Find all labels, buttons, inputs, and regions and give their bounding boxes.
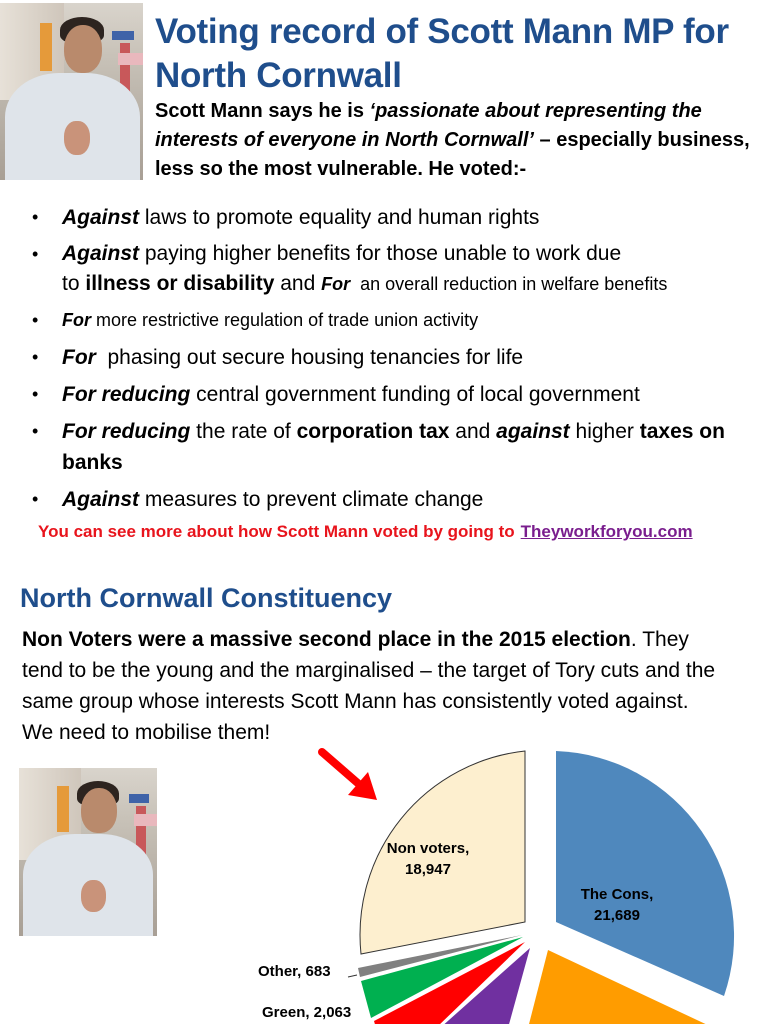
mp-photo-bottom bbox=[19, 768, 157, 936]
vote-text: to bbox=[62, 272, 86, 295]
vote-emphasis: illness or disability bbox=[85, 272, 275, 295]
intro-quote: ‘passionate about representing the inter… bbox=[155, 100, 702, 151]
slice-purple bbox=[444, 948, 530, 1024]
vote-stance: against bbox=[496, 420, 570, 443]
voting-record-list: Against laws to promote equality and hum… bbox=[30, 202, 760, 521]
vote-item: Against paying higher benefits for those… bbox=[30, 239, 760, 299]
vote-item: For reducing the rate of corporation tax… bbox=[30, 416, 760, 478]
vote-item: Against measures to prevent climate chan… bbox=[30, 484, 760, 515]
label-non-voters: Non voters, 18,947 bbox=[368, 838, 488, 880]
vote-item: For reducing central government funding … bbox=[30, 379, 760, 410]
vote-item: Against laws to promote equality and hum… bbox=[30, 202, 760, 233]
more-info-text: You can see more about how Scott Mann vo… bbox=[38, 522, 515, 541]
constituency-text: Non Voters were a massive second place i… bbox=[22, 624, 722, 748]
slice-other bbox=[358, 935, 522, 977]
vote-text: central government funding of local gove… bbox=[190, 383, 640, 406]
vote-text: the rate of bbox=[190, 420, 297, 443]
slice-cons bbox=[556, 751, 735, 996]
vote-text: paying higher benefits for those unable … bbox=[139, 242, 622, 265]
vote-text-line2: to illness or disability and For an over… bbox=[62, 269, 760, 299]
theyworkforyou-link[interactable]: Theyworkforyou.com bbox=[520, 522, 693, 541]
vote-item: For phasing out secure housing tenancies… bbox=[30, 342, 760, 373]
vote-stance: Against bbox=[62, 206, 140, 229]
vote-pie-chart: Non voters, 18,947 The Cons, 21,689 Othe… bbox=[240, 740, 768, 1024]
vote-item: For more restrictive regulation of trade… bbox=[30, 305, 760, 336]
slice-red bbox=[374, 942, 525, 1024]
vote-text: and bbox=[274, 272, 322, 295]
slice-label: The Cons, bbox=[580, 886, 654, 903]
more-info-line: You can see more about how Scott Mann vo… bbox=[38, 522, 693, 542]
slice-orange bbox=[529, 950, 706, 1024]
red-arrow-icon bbox=[318, 748, 377, 800]
headline-sentence: Non Voters were a massive second place i… bbox=[22, 628, 631, 651]
pie-svg bbox=[318, 748, 735, 1024]
body-text: They tend to be the young and the margin… bbox=[22, 628, 716, 744]
vote-stance: For bbox=[321, 274, 351, 294]
vote-stance: For reducing bbox=[62, 420, 191, 443]
vote-text: laws to promote equality and human right… bbox=[139, 206, 540, 229]
label-green: Green, 2,063 bbox=[262, 1004, 352, 1021]
vote-stance: Against bbox=[62, 488, 140, 511]
intro-suffix: – especially business, less so the most … bbox=[155, 129, 750, 180]
period: . bbox=[630, 628, 637, 651]
vote-stance: Against bbox=[62, 242, 140, 265]
intro-text: Scott Mann says he is ‘passionate about … bbox=[155, 97, 765, 184]
label-other: Other, 683 bbox=[258, 963, 331, 980]
vote-text: higher bbox=[569, 420, 640, 443]
label-cons: The Cons, 21,689 bbox=[562, 884, 672, 926]
intro-prefix: Scott Mann says he is bbox=[155, 100, 370, 122]
slice-green bbox=[361, 937, 523, 1018]
section-title: North Cornwall Constituency bbox=[20, 583, 393, 613]
vote-text: more restrictive regulation of trade uni… bbox=[91, 310, 479, 330]
vote-text: phasing out secure housing tenancies for… bbox=[95, 346, 524, 369]
vote-text: an overall reduction in welfare benefits bbox=[350, 274, 668, 294]
vote-emphasis: taxes on banks bbox=[62, 420, 725, 474]
vote-text: and bbox=[449, 420, 497, 443]
slice-non-voters bbox=[359, 750, 526, 955]
vote-stance: For bbox=[62, 346, 96, 369]
slice-value: 18,947 bbox=[405, 861, 451, 878]
vote-stance: For reducing bbox=[62, 383, 191, 406]
vote-stance: For bbox=[62, 310, 91, 330]
page-title: Voting record of Scott Mann MP for North… bbox=[155, 10, 765, 98]
title-line-1: Voting record of Scott Mann MP for bbox=[155, 12, 729, 51]
other-leader-line bbox=[347, 974, 358, 978]
vote-emphasis: corporation tax bbox=[296, 420, 450, 443]
vote-text: measures to prevent climate change bbox=[139, 488, 484, 511]
title-line-2: North Cornwall bbox=[155, 56, 402, 95]
slice-label: Non voters, bbox=[386, 840, 470, 857]
slice-value: 21,689 bbox=[594, 907, 640, 924]
mp-photo-top bbox=[0, 3, 143, 180]
